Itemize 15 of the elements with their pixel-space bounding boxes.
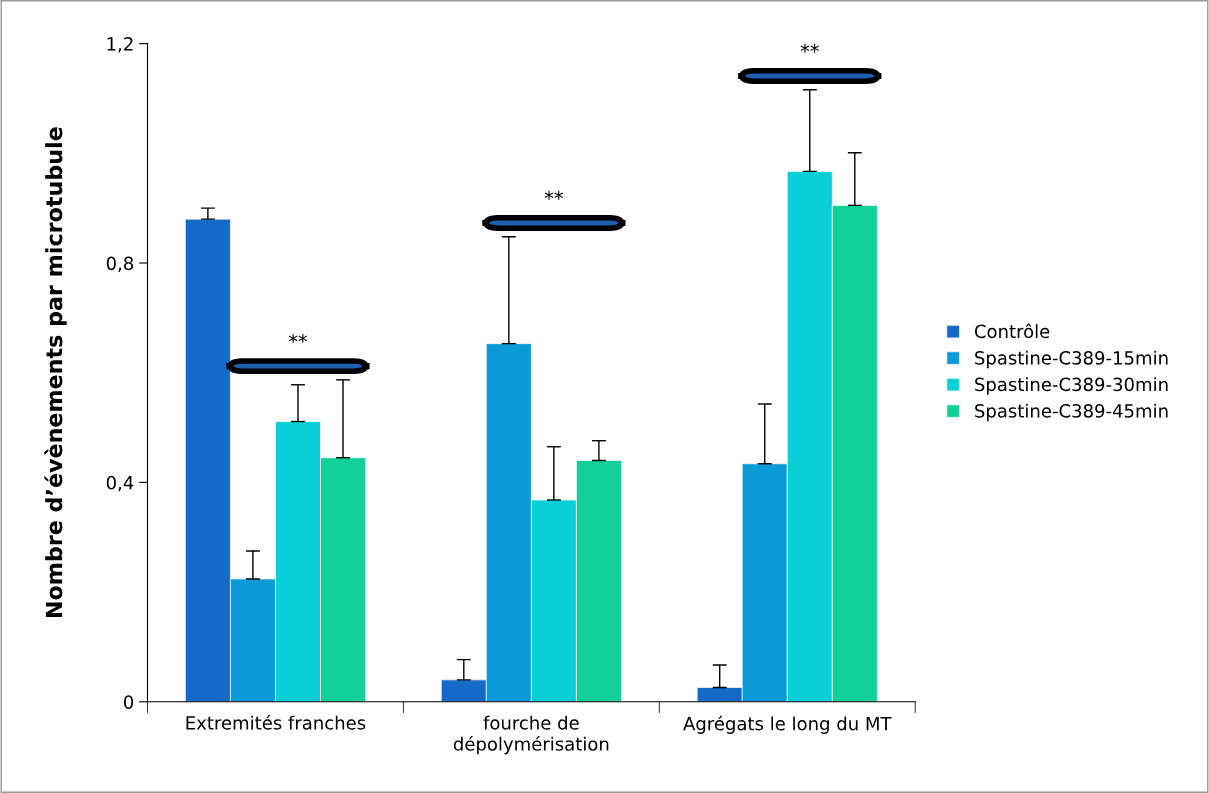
legend-label: Spastine-C389-15min bbox=[975, 350, 1168, 369]
legend-label: Contrôle bbox=[974, 323, 1050, 339]
y-tick-label: 1,2 bbox=[107, 37, 133, 53]
x-tick-label: Extremités franches bbox=[186, 714, 366, 730]
x-tick-label: fourche de dépolymérisation bbox=[453, 715, 609, 755]
annotation: ** bbox=[544, 190, 564, 200]
y-tick-label: 0,4 bbox=[106, 475, 134, 492]
legend-label: Spastine-C389-30min bbox=[975, 377, 1168, 395]
annotation: ** bbox=[800, 43, 819, 53]
legend-label: Spastine-C389-45min bbox=[975, 403, 1168, 422]
y-tick-label: 0 bbox=[124, 695, 134, 709]
x-tick-label: Agrégats le long du MT bbox=[683, 715, 892, 734]
y-axis-title: Nombre d’évènements par microtubule bbox=[44, 127, 67, 618]
y-tick-label: 0,8 bbox=[106, 256, 134, 272]
annotation: ** bbox=[288, 333, 308, 343]
